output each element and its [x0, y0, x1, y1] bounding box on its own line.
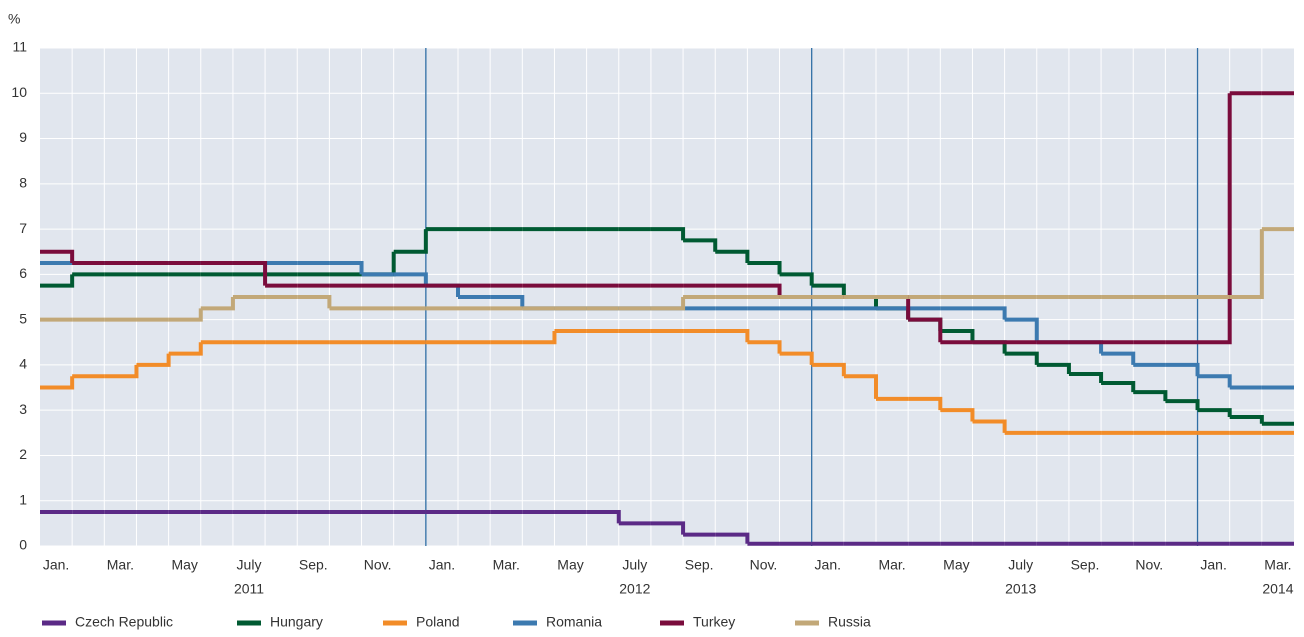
- x-tick-label: May: [943, 557, 969, 573]
- legend-label: Russia: [828, 614, 871, 630]
- x-tick-label: Sep.: [685, 557, 714, 573]
- step-segment: [650, 297, 686, 311]
- step-segment: [747, 340, 782, 354]
- x-tick-label: July: [1008, 557, 1033, 573]
- y-tick-label: 11: [12, 39, 27, 55]
- step-segment: [1068, 371, 1104, 384]
- step-segment: [650, 227, 686, 241]
- y-tick-label: 9: [19, 129, 27, 145]
- step-segment: [972, 419, 1007, 433]
- step-segment: [715, 532, 750, 544]
- step-segment: [1197, 408, 1232, 417]
- legend-label: Czech Republic: [75, 614, 173, 630]
- step-segment: [1165, 362, 1200, 377]
- legend-label: Hungary: [270, 614, 323, 630]
- x-tick-label: Nov.: [1135, 557, 1163, 573]
- year-label: 2013: [1005, 581, 1036, 597]
- step-segment: [168, 342, 203, 356]
- step-segment: [490, 295, 525, 309]
- x-tick-label: May: [171, 557, 197, 573]
- x-tick-label: Nov.: [750, 557, 778, 573]
- x-tick-label: Mar.: [1264, 557, 1291, 573]
- step-segment: [1101, 381, 1136, 393]
- step-segment: [1197, 93, 1232, 345]
- step-segment: [779, 272, 814, 286]
- step-segment: [104, 364, 139, 379]
- y-tick-label: 0: [19, 537, 27, 553]
- x-tick-label: Mar.: [107, 557, 134, 573]
- step-segment: [908, 317, 943, 343]
- x-tick-label: Mar.: [493, 557, 520, 573]
- step-segment: [940, 408, 975, 422]
- step-segment: [683, 238, 718, 252]
- step-segment: [908, 396, 943, 411]
- step-segment: [747, 283, 782, 297]
- x-tick-label: Jan.: [815, 557, 841, 573]
- step-segment: [1101, 351, 1136, 365]
- y-tick-label: 5: [19, 310, 27, 326]
- step-segment: [200, 297, 235, 311]
- step-segment: [168, 308, 203, 322]
- step-segment: [1197, 374, 1232, 388]
- step-segment: [972, 306, 1007, 320]
- step-segment: [940, 328, 975, 343]
- step-segment: [843, 374, 878, 399]
- x-tick-label: Sep.: [299, 557, 328, 573]
- step-segment: [1165, 399, 1200, 411]
- step-segment: [811, 283, 846, 297]
- step-segment: [1229, 414, 1264, 424]
- x-tick-label: July: [237, 557, 262, 573]
- step-segment: [1036, 362, 1071, 374]
- step-segment: [329, 261, 364, 275]
- year-label: 2014: [1262, 581, 1293, 597]
- step-segment: [40, 274, 75, 288]
- x-tick-label: Jan.: [1200, 557, 1226, 573]
- y-tick-label: 7: [19, 220, 27, 236]
- x-tick-label: Sep.: [1071, 557, 1100, 573]
- legend-label: Romania: [546, 614, 602, 630]
- step-segment: [650, 521, 686, 535]
- x-tick-label: Nov.: [364, 557, 392, 573]
- y-tick-label: 2: [19, 446, 27, 462]
- x-tick-label: July: [622, 557, 647, 573]
- step-segment: [1004, 317, 1039, 343]
- y-axis-unit: %: [8, 11, 20, 27]
- step-segment: [811, 362, 846, 377]
- x-tick-label: Jan.: [43, 557, 69, 573]
- year-label: 2011: [234, 581, 264, 597]
- step-segment: [522, 330, 557, 345]
- y-tick-label: 1: [19, 491, 27, 507]
- step-segment: [1229, 229, 1264, 299]
- step-segment: [747, 261, 782, 275]
- year-label: 2012: [619, 581, 650, 597]
- step-segment: [586, 510, 621, 524]
- step-segment: [1004, 351, 1039, 365]
- y-tick-label: 8: [19, 175, 27, 191]
- step-segment: [393, 272, 428, 286]
- step-segment: [1133, 390, 1168, 402]
- step-segment: [40, 249, 75, 264]
- step-segment: [232, 261, 268, 286]
- x-tick-label: Mar.: [878, 557, 905, 573]
- step-segment: [779, 351, 814, 365]
- y-tick-label: 4: [19, 356, 27, 372]
- step-segment: [40, 376, 75, 390]
- step-segment: [715, 249, 750, 264]
- y-tick-label: 6: [19, 265, 27, 281]
- x-tick-label: May: [557, 557, 583, 573]
- step-segment: [393, 229, 428, 254]
- step-segment: [136, 353, 171, 367]
- step-segment: [297, 295, 332, 309]
- y-tick-label: 10: [11, 84, 27, 100]
- y-tick-label: 3: [19, 401, 27, 417]
- x-tick-label: Jan.: [429, 557, 455, 573]
- legend-label: Poland: [416, 614, 460, 630]
- legend-label: Turkey: [693, 614, 735, 630]
- step-segment: [715, 328, 750, 343]
